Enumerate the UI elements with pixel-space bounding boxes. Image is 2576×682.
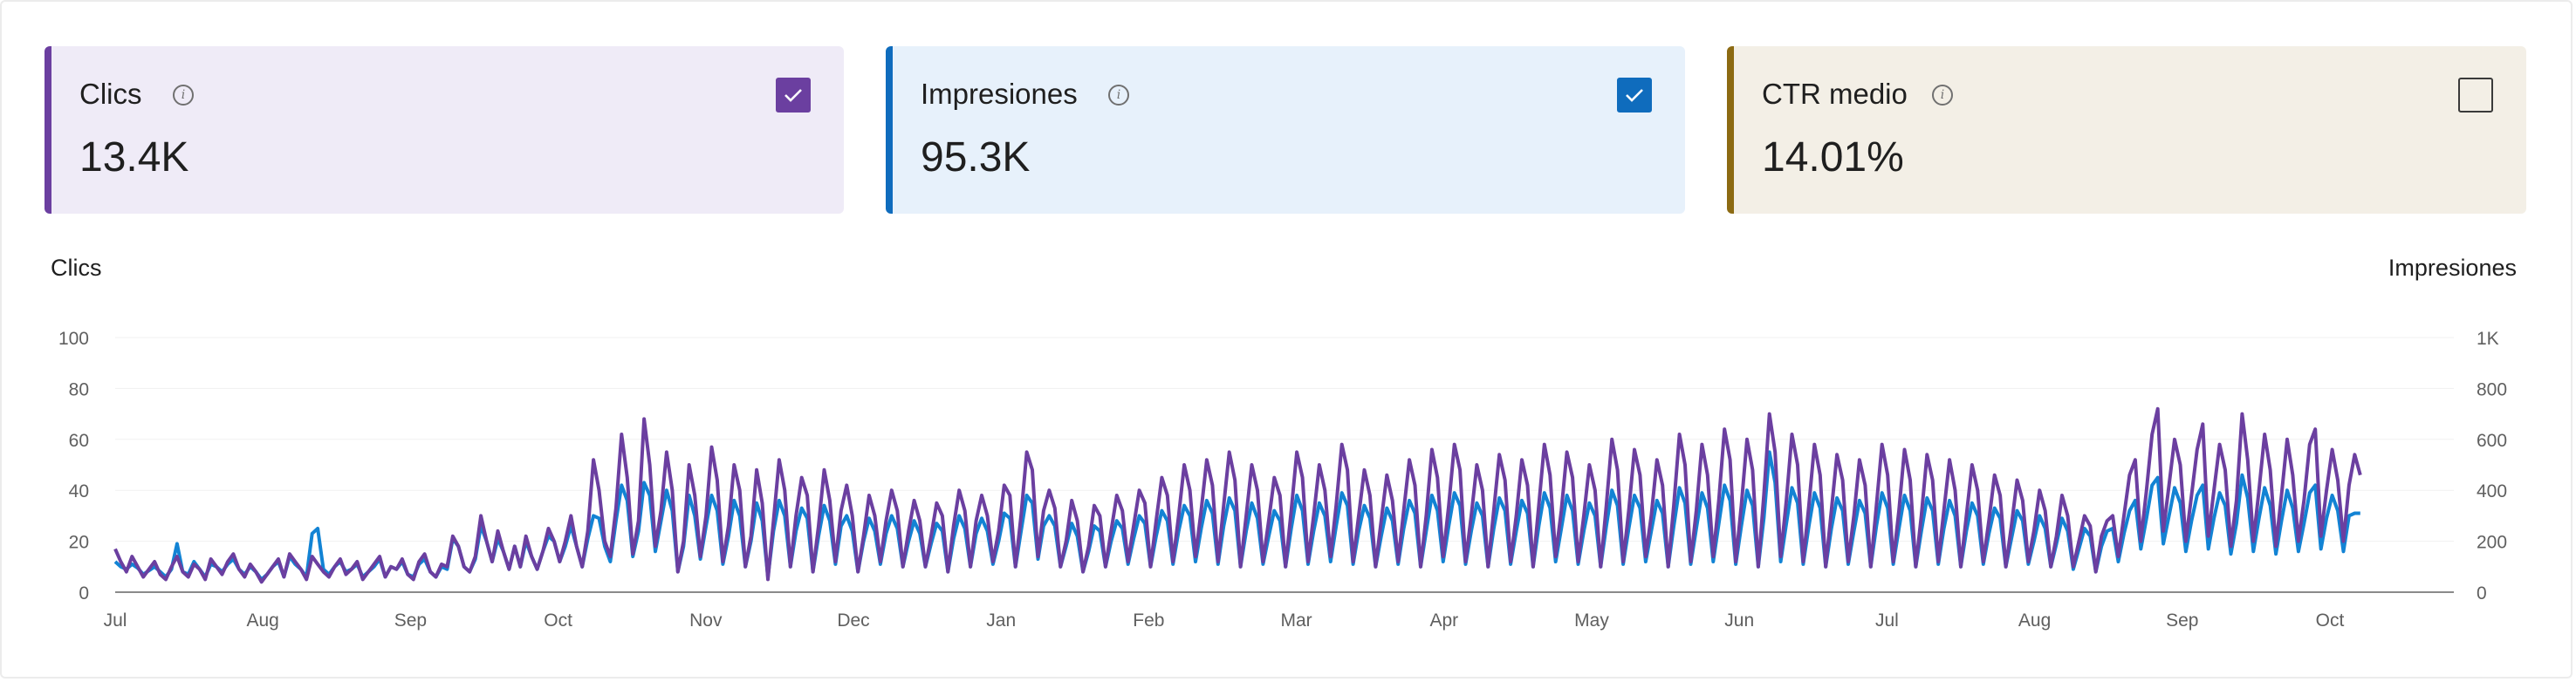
series-lines — [113, 406, 2362, 584]
x-axis-ticks: Jul Aug Sep Oct Nov Dec Jan Feb Mar Apr May Jun Jul A… — [104, 610, 2345, 631]
info-icon[interactable]: i — [1932, 85, 1953, 106]
checkbox-impressions[interactable] — [1617, 78, 1652, 113]
info-icon[interactable]: i — [1108, 85, 1129, 106]
right-tick-label: 1K — [2477, 329, 2499, 349]
x-tick-label: Mar — [1281, 610, 1312, 631]
x-tick-label: Jul — [1875, 610, 1899, 631]
checkbox-ctr[interactable] — [2458, 78, 2493, 113]
x-tick-label: Jun — [1724, 610, 1754, 631]
left-tick-label: 20 — [69, 533, 89, 553]
x-tick-label: Oct — [2316, 610, 2345, 631]
left-axis-title: Clics — [51, 255, 102, 281]
x-tick-label: Jan — [986, 610, 1016, 631]
x-tick-label: Aug — [2018, 610, 2051, 631]
right-axis-title: Impresiones — [2388, 255, 2517, 281]
metric-card-clicks[interactable]: Clics i 13.4K — [45, 46, 844, 214]
left-tick-label: 0 — [79, 583, 89, 604]
metric-title-clicks: Clics — [79, 78, 142, 110]
right-tick-label: 400 — [2477, 481, 2507, 501]
right-tick-label: 800 — [2477, 379, 2507, 399]
metric-value-ctr: 14.01% — [1762, 134, 1904, 181]
right-tick-label: 0 — [2477, 583, 2487, 604]
metric-card-impressions[interactable]: Impresiones i 95.3K — [886, 46, 1685, 214]
x-tick-label: Oct — [544, 610, 572, 631]
x-tick-label: Sep — [394, 610, 427, 631]
x-tick-label: Nov — [689, 610, 723, 631]
metric-title-ctr: CTR medio — [1762, 78, 1908, 110]
left-tick-label: 40 — [69, 481, 89, 501]
left-tick-label: 80 — [69, 379, 89, 399]
left-tick-label: 60 — [69, 431, 89, 451]
check-icon — [784, 89, 802, 102]
left-axis-ticks: 100 80 60 40 20 0 — [58, 329, 89, 604]
x-tick-label: Apr — [1429, 610, 1458, 631]
x-tick-label: Dec — [837, 610, 869, 631]
x-tick-label: May — [1574, 610, 1609, 631]
metric-value-impressions: 95.3K — [921, 134, 1031, 181]
check-icon — [1626, 89, 1643, 102]
metric-title-impressions: Impresiones — [921, 78, 1078, 110]
grid-lines — [115, 337, 2454, 593]
x-tick-label: Sep — [2166, 610, 2198, 631]
left-tick-label: 100 — [58, 329, 89, 349]
series-line-clics — [113, 406, 2362, 584]
right-axis-ticks: 1K 800 600 400 200 0 — [2477, 329, 2507, 604]
x-tick-label: Jul — [104, 610, 127, 631]
info-icon[interactable]: i — [173, 85, 194, 106]
right-tick-label: 600 — [2477, 431, 2507, 451]
x-tick-label: Feb — [1133, 610, 1164, 631]
right-tick-label: 200 — [2477, 533, 2507, 553]
x-tick-label: Aug — [247, 610, 279, 631]
metric-card-ctr[interactable]: CTR medio i 14.01% — [1727, 46, 2526, 214]
metric-value-clicks: 13.4K — [79, 134, 189, 181]
checkbox-clicks[interactable] — [776, 78, 811, 113]
